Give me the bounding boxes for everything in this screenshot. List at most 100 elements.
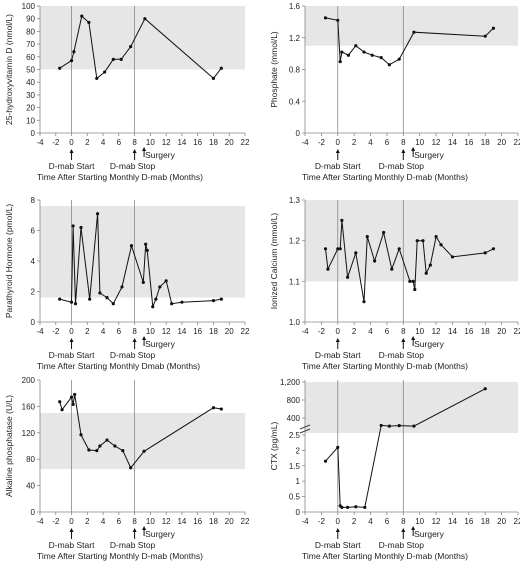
- surgery-arrow-head: [411, 336, 416, 340]
- data-point: [120, 285, 124, 289]
- data-point: [111, 302, 115, 306]
- panel-vitamin-d: -4 -2 0 2 4 6 8 10 12 14 16 18 20 22 0 10 20 30 40 50 60 70 80…: [4, 2, 250, 182]
- start-annotation: D-mab Start: [315, 540, 361, 550]
- data-point: [362, 300, 366, 304]
- x-tick-label: 22: [514, 138, 520, 147]
- surgery-arrow-head: [142, 336, 147, 340]
- panel-phosphate: -4 -2 0 2 4 6 8 10 12 14 16 18 20 22 0 0.4 0.8 1.2 1.6 Phos…: [269, 2, 520, 182]
- data-point: [340, 505, 344, 509]
- data-point: [390, 267, 394, 271]
- data-point: [71, 224, 75, 228]
- start-annotation: D-mab Start: [49, 350, 95, 360]
- data-point: [170, 302, 174, 306]
- data-point: [58, 66, 62, 70]
- x-tick-label: 12: [162, 327, 171, 336]
- x-tick-label: 16: [464, 327, 473, 336]
- panel-ionized-calcium: -4 -2 0 2 4 6 8 10 12 14 16 18 20 22 1.0 1.1 1.2 1.3 Ioniz…: [269, 196, 520, 371]
- data-point: [326, 267, 330, 271]
- data-point: [336, 18, 340, 22]
- data-point: [439, 243, 443, 247]
- data-point: [73, 392, 77, 397]
- x-tick-label: 4: [101, 517, 106, 526]
- data-point: [397, 424, 401, 428]
- x-tick-label: 18: [481, 138, 490, 147]
- y-tick-label: 800: [287, 396, 301, 405]
- data-point: [79, 433, 83, 437]
- y-tick-label: 1.2: [289, 34, 301, 43]
- data-point: [491, 26, 496, 30]
- data-point: [141, 280, 145, 284]
- x-tick-label: 2: [85, 138, 90, 147]
- reference-range-band: [305, 6, 518, 46]
- start-annotation: D-mab Start: [49, 161, 95, 171]
- stop-arrow-head: [132, 149, 137, 153]
- axis-break-mark: [299, 424, 311, 430]
- x-tick-label: -4: [36, 138, 44, 147]
- x-tick-label: 14: [177, 138, 186, 147]
- x-tick-label: 14: [177, 327, 186, 336]
- x-tick-label: -2: [318, 138, 326, 147]
- x-tick-label: 14: [448, 138, 457, 147]
- x-tick-label: 20: [225, 327, 234, 336]
- x-tick-label: 22: [241, 517, 250, 526]
- series-line: [59, 394, 222, 469]
- data-point: [336, 445, 340, 449]
- data-point: [69, 395, 74, 399]
- x-tick-label: 16: [193, 138, 202, 147]
- y-tick-label: 2.5: [289, 431, 301, 440]
- data-point: [491, 247, 496, 251]
- x-tick-label: 2: [352, 138, 357, 147]
- data-point: [338, 247, 342, 251]
- y-tick-label: 0: [31, 318, 36, 327]
- data-point: [95, 212, 100, 216]
- stop-annotation: D-mab Stop: [379, 540, 425, 550]
- data-point: [323, 247, 328, 251]
- x-tick-label: 14: [448, 327, 457, 336]
- data-point: [69, 59, 74, 63]
- data-point: [69, 300, 74, 304]
- y-tick-label: 1.5: [289, 462, 301, 471]
- x-tick-label: 6: [117, 517, 122, 526]
- y-axis-label: Phosphate (mmol/L): [269, 31, 279, 108]
- data-point: [421, 239, 425, 243]
- data-point: [58, 297, 62, 301]
- y-tick-label: 120: [22, 429, 36, 438]
- x-tick-label: 18: [209, 517, 218, 526]
- data-point: [340, 218, 344, 222]
- data-point: [158, 285, 162, 289]
- x-tick-label: 6: [385, 327, 390, 336]
- y-axis-label: Alkaline phosphatase (U/L): [4, 395, 14, 497]
- data-point: [219, 407, 223, 411]
- x-tick-label: 0: [336, 138, 341, 147]
- data-point: [370, 53, 374, 57]
- x-tick-label: 4: [368, 517, 373, 526]
- data-point: [113, 444, 117, 448]
- data-point: [340, 50, 344, 54]
- x-axis-label: Time After Starting Monthly D-mab (Month…: [302, 172, 468, 182]
- data-point: [365, 235, 369, 239]
- data-point: [382, 230, 386, 235]
- x-tick-label: 22: [514, 517, 520, 526]
- data-point: [415, 239, 419, 243]
- x-tick-label: -4: [36, 327, 44, 336]
- y-tick-label: 0: [31, 129, 36, 138]
- x-tick-label: 16: [193, 517, 202, 526]
- surgery-arrow-head: [142, 526, 147, 530]
- x-tick-label: 10: [415, 138, 424, 147]
- data-point: [79, 225, 83, 230]
- panel-alkaline-phosphatase: -4 -2 0 2 4 6 8 10 12 14 16 18 20 22 0 40 80 120 160 200 Alk…: [4, 376, 250, 561]
- surgery-annotation: Surgery: [414, 529, 445, 539]
- x-tick-label: 18: [481, 517, 490, 526]
- y-axis-label: Ionized Calcium (mmol/L): [269, 213, 279, 310]
- y-tick-label: 100: [22, 2, 36, 11]
- x-axis-label: Time After Starting Monthly D-mab (Month…: [37, 551, 203, 561]
- data-point: [60, 408, 64, 412]
- y-tick-label: 1.6: [289, 2, 301, 11]
- y-tick-label: 4: [31, 257, 36, 266]
- y-tick-label: 60: [26, 53, 35, 62]
- y-tick-label: 0.5: [289, 493, 301, 502]
- x-tick-label: 12: [432, 327, 441, 336]
- data-point: [129, 45, 133, 49]
- y-tick-label: 1.0: [289, 318, 301, 327]
